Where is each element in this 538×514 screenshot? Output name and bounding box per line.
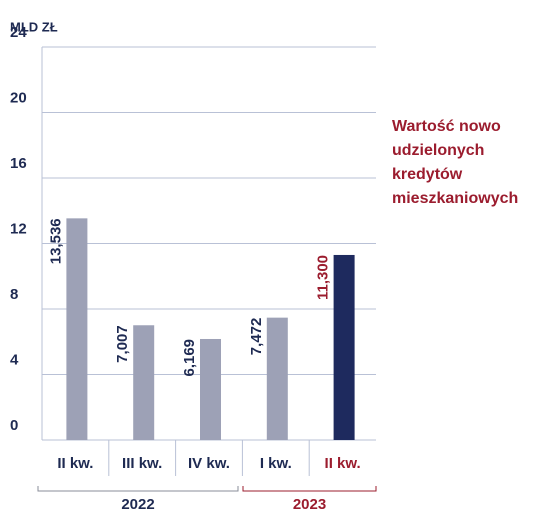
bar (266, 317, 288, 440)
annotation: Wartość nowo (392, 118, 501, 135)
value-label: 13,536 (47, 218, 64, 264)
bar (200, 338, 221, 440)
value-label: 6,169 (181, 339, 198, 377)
value-label: 7,472 (248, 318, 265, 356)
group-label: 2022 (121, 496, 154, 513)
y-tick-label: 12 (10, 220, 27, 237)
x-tick-label: IV kw. (188, 455, 230, 472)
bar (66, 218, 88, 440)
y-tick-label: 4 (10, 351, 19, 368)
x-tick-label: I kw. (260, 455, 292, 472)
x-tick-label: II kw. (57, 455, 93, 472)
bar (133, 325, 155, 440)
value-label: 11,300 (315, 255, 332, 300)
y-tick-label: 24 (10, 24, 27, 41)
y-tick-label: 16 (10, 155, 27, 172)
y-tick-label: 0 (10, 417, 18, 434)
bar (333, 254, 355, 440)
y-tick-label: 20 (10, 89, 27, 106)
annotation: kredytów (392, 166, 463, 183)
x-tick-label: III kw. (122, 455, 162, 472)
y-tick-label: 8 (10, 286, 18, 303)
value-label: 7,007 (114, 325, 131, 363)
x-tick-label: II kw. (325, 455, 361, 472)
unit-label: MLD ZŁ (10, 19, 58, 34)
annotation: mieszkaniowych (392, 190, 518, 207)
group-bracket (242, 486, 377, 492)
annotation: udzielonych (392, 142, 484, 159)
group-label: 2023 (293, 496, 326, 513)
group-bracket (37, 486, 239, 492)
